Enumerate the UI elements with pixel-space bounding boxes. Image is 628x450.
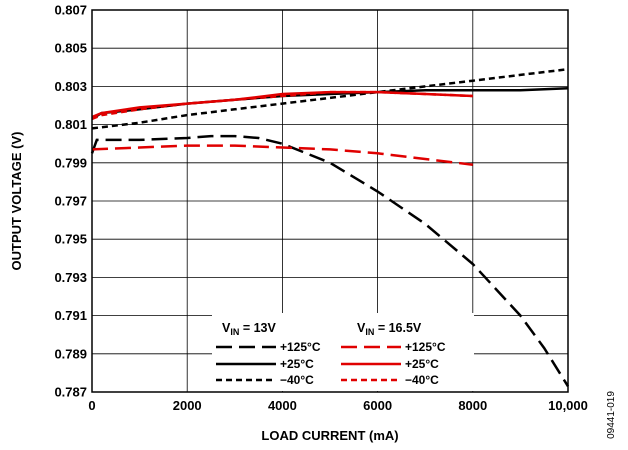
legend-entry-label: −40°C xyxy=(280,373,314,387)
series-line-3 xyxy=(91,144,473,166)
y-tick-label: 0.799 xyxy=(54,155,87,170)
x-tick-label: 4000 xyxy=(268,398,297,413)
y-tick-label: 0.791 xyxy=(54,308,87,323)
legend-entry-label: +25°C xyxy=(405,357,439,371)
y-tick-labels: 0.787 0.789 0.791 0.793 0.795 0.797 0.799 0.801… xyxy=(54,3,87,400)
y-tick-label: 0.801 xyxy=(54,117,87,132)
legend-entry-label: +125°C xyxy=(405,340,446,354)
legend-entry-label: −40°C xyxy=(405,373,439,387)
legend-entry-label: +125°C xyxy=(280,340,321,354)
series-line-2 xyxy=(91,67,569,130)
y-tick-label: 0.807 xyxy=(54,3,87,18)
x-tick-labels: 0 2000 4000 6000 8000 10,000 xyxy=(88,398,588,413)
series-line-5 xyxy=(91,90,473,121)
series-line-0 xyxy=(90,134,570,387)
x-axis-title: LOAD CURRENT (mA) xyxy=(261,428,398,443)
x-tick-label: 6000 xyxy=(363,398,392,413)
y-tick-label: 0.795 xyxy=(54,232,87,247)
series-lines xyxy=(90,67,570,387)
legend-entry-label: +25°C xyxy=(280,357,314,371)
y-tick-label: 0.805 xyxy=(54,41,87,56)
x-tick-label: 0 xyxy=(88,398,95,413)
legend: VIN = 13V VIN = 16.5V +125°C +25°C −40°C +125… xyxy=(212,313,474,391)
x-tick-label: 2000 xyxy=(173,398,202,413)
y-tick-label: 0.803 xyxy=(54,79,87,94)
y-tick-label: 0.789 xyxy=(54,346,87,361)
y-tick-label: 0.787 xyxy=(54,385,87,400)
y-tick-label: 0.793 xyxy=(54,270,87,285)
plot-frame xyxy=(91,9,569,393)
figure-id: 09441-019 xyxy=(606,391,617,439)
x-tick-label: 8000 xyxy=(458,398,487,413)
legend-group-header: VIN = 13V xyxy=(222,321,276,337)
y-tick-label: 0.797 xyxy=(54,194,87,209)
legend-group-header: VIN = 16.5V xyxy=(357,321,422,337)
y-axis-title: OUTPUT VOLTAGE (V) xyxy=(9,132,24,271)
legend-box xyxy=(212,313,474,391)
x-tick-label: 10,000 xyxy=(548,398,588,413)
